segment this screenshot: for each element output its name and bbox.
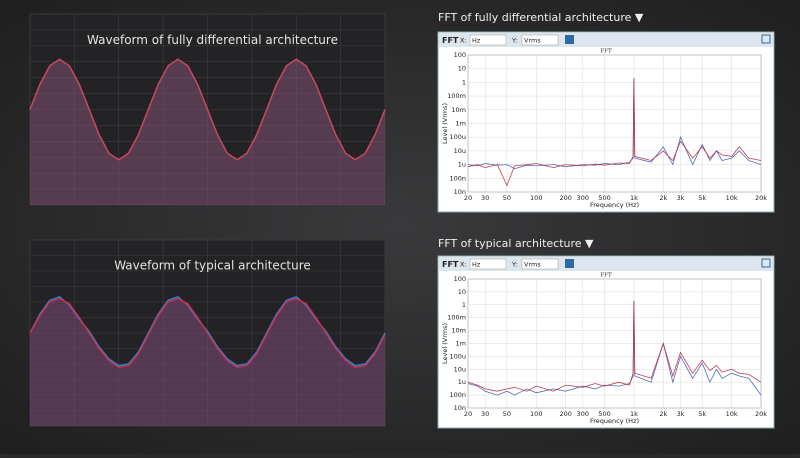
x-tick-label: 100 xyxy=(530,194,542,202)
waveform-area xyxy=(30,298,385,426)
settings-button xyxy=(565,35,574,44)
x-tick-label: 50 xyxy=(503,194,511,202)
x-tick-label: 20k xyxy=(755,410,767,418)
waveform-area xyxy=(30,59,385,206)
toolbar-label: X: xyxy=(460,37,467,45)
y-tick-label: 100m xyxy=(447,92,466,100)
x-tick-label: 3k xyxy=(677,410,685,418)
x-tick-label: 200 xyxy=(559,410,571,418)
waveform-area xyxy=(30,296,385,426)
y-tick-label: 100 xyxy=(454,51,466,59)
y-tick-label: 1m xyxy=(456,340,466,348)
x-tick-label: 500 xyxy=(598,410,610,418)
y-tick-label: 100u xyxy=(449,133,466,141)
chart-title: Waveform of typical architecture xyxy=(114,259,311,273)
y-tick-label: 1 xyxy=(462,301,466,309)
toolbar-label: FFT xyxy=(442,260,459,269)
x-tick-label: 10k xyxy=(726,194,738,202)
y-tick-label: 10m xyxy=(451,106,466,114)
x-tick-label: 20 xyxy=(464,410,472,418)
x-tick-label: 2k xyxy=(659,410,667,418)
x-tick-label: 20 xyxy=(464,194,472,202)
y-tick-label: 1u xyxy=(458,378,466,386)
y-tick-label: 10u xyxy=(454,147,466,155)
plot-title: FFT xyxy=(600,273,612,279)
y-tick-label: 100 xyxy=(454,275,466,283)
y-tick-label: 10n xyxy=(454,188,466,196)
y-tick-label: 1 xyxy=(462,78,466,86)
popout-button xyxy=(761,34,771,44)
y-axis-label: Level (Vrms) xyxy=(441,103,449,144)
y-tick-label: 10n xyxy=(454,404,466,412)
x-tick-label: 50 xyxy=(503,410,511,418)
x-tick-label: 500 xyxy=(598,194,610,202)
y-tick-label: 10m xyxy=(451,327,466,335)
y-tick-label: 100n xyxy=(449,391,466,399)
y-tick-label: 100n xyxy=(449,174,466,182)
settings-button xyxy=(565,259,574,268)
waveform-line xyxy=(29,297,386,369)
x-tick-label: 200 xyxy=(559,194,571,202)
y-tick-label: 10 xyxy=(458,65,466,73)
x-tick-label: 5k xyxy=(698,410,706,418)
y-tick-label: 100m xyxy=(447,314,466,322)
dropdown xyxy=(521,258,559,270)
toolbar-label: Y: xyxy=(511,261,517,269)
y-tick-label: 1m xyxy=(456,120,466,128)
x-tick-label: 1k xyxy=(630,194,638,202)
y-axis-label: Level (Vrms) xyxy=(441,323,449,364)
x-tick-label: 2k xyxy=(659,194,667,202)
dropdown xyxy=(469,34,507,46)
waveform-line xyxy=(29,58,386,161)
panel-title: FFT of typical architecture ▼ xyxy=(438,237,594,250)
x-tick-label: 100 xyxy=(530,410,542,418)
panel-title: FFT of fully differential architecture ▼ xyxy=(438,11,644,24)
toolbar-label: Vrms xyxy=(524,37,541,45)
x-tick-label: 300 xyxy=(577,194,589,202)
x-tick-label: 10k xyxy=(726,410,738,418)
y-tick-label: 1u xyxy=(458,161,466,169)
y-tick-label: 10u xyxy=(454,365,466,373)
popout-button xyxy=(761,258,771,268)
spectrum-line xyxy=(467,78,762,187)
dropdown xyxy=(469,258,507,270)
x-axis-label: Frequency (Hz) xyxy=(590,417,639,425)
x-tick-label: 30 xyxy=(481,410,489,418)
x-tick-label: 20k xyxy=(755,194,767,202)
x-tick-label: 30 xyxy=(481,194,489,202)
x-axis-label: Frequency (Hz) xyxy=(590,201,639,209)
waveform-line xyxy=(29,296,386,367)
toolbar-label: Vrms xyxy=(524,261,541,269)
plot-title: FFT xyxy=(600,49,612,55)
y-tick-label: 10 xyxy=(458,288,466,296)
spectrum-line xyxy=(467,300,762,396)
toolbar-label: X: xyxy=(460,261,467,269)
x-tick-label: 3k xyxy=(677,194,685,202)
spectrum-line xyxy=(467,300,762,392)
toolbar-label: Hz xyxy=(472,37,481,45)
dropdown xyxy=(521,34,559,46)
toolbar-label: FFT xyxy=(442,36,459,45)
toolbar-label: Hz xyxy=(472,261,481,269)
y-tick-label: 100u xyxy=(449,352,466,360)
x-tick-label: 300 xyxy=(577,410,589,418)
toolbar-label: Y: xyxy=(511,37,517,45)
chart-title: Waveform of fully differential architect… xyxy=(87,33,338,47)
waveform-area xyxy=(30,59,385,206)
x-tick-label: 5k xyxy=(698,194,706,202)
x-tick-label: 1k xyxy=(630,410,638,418)
